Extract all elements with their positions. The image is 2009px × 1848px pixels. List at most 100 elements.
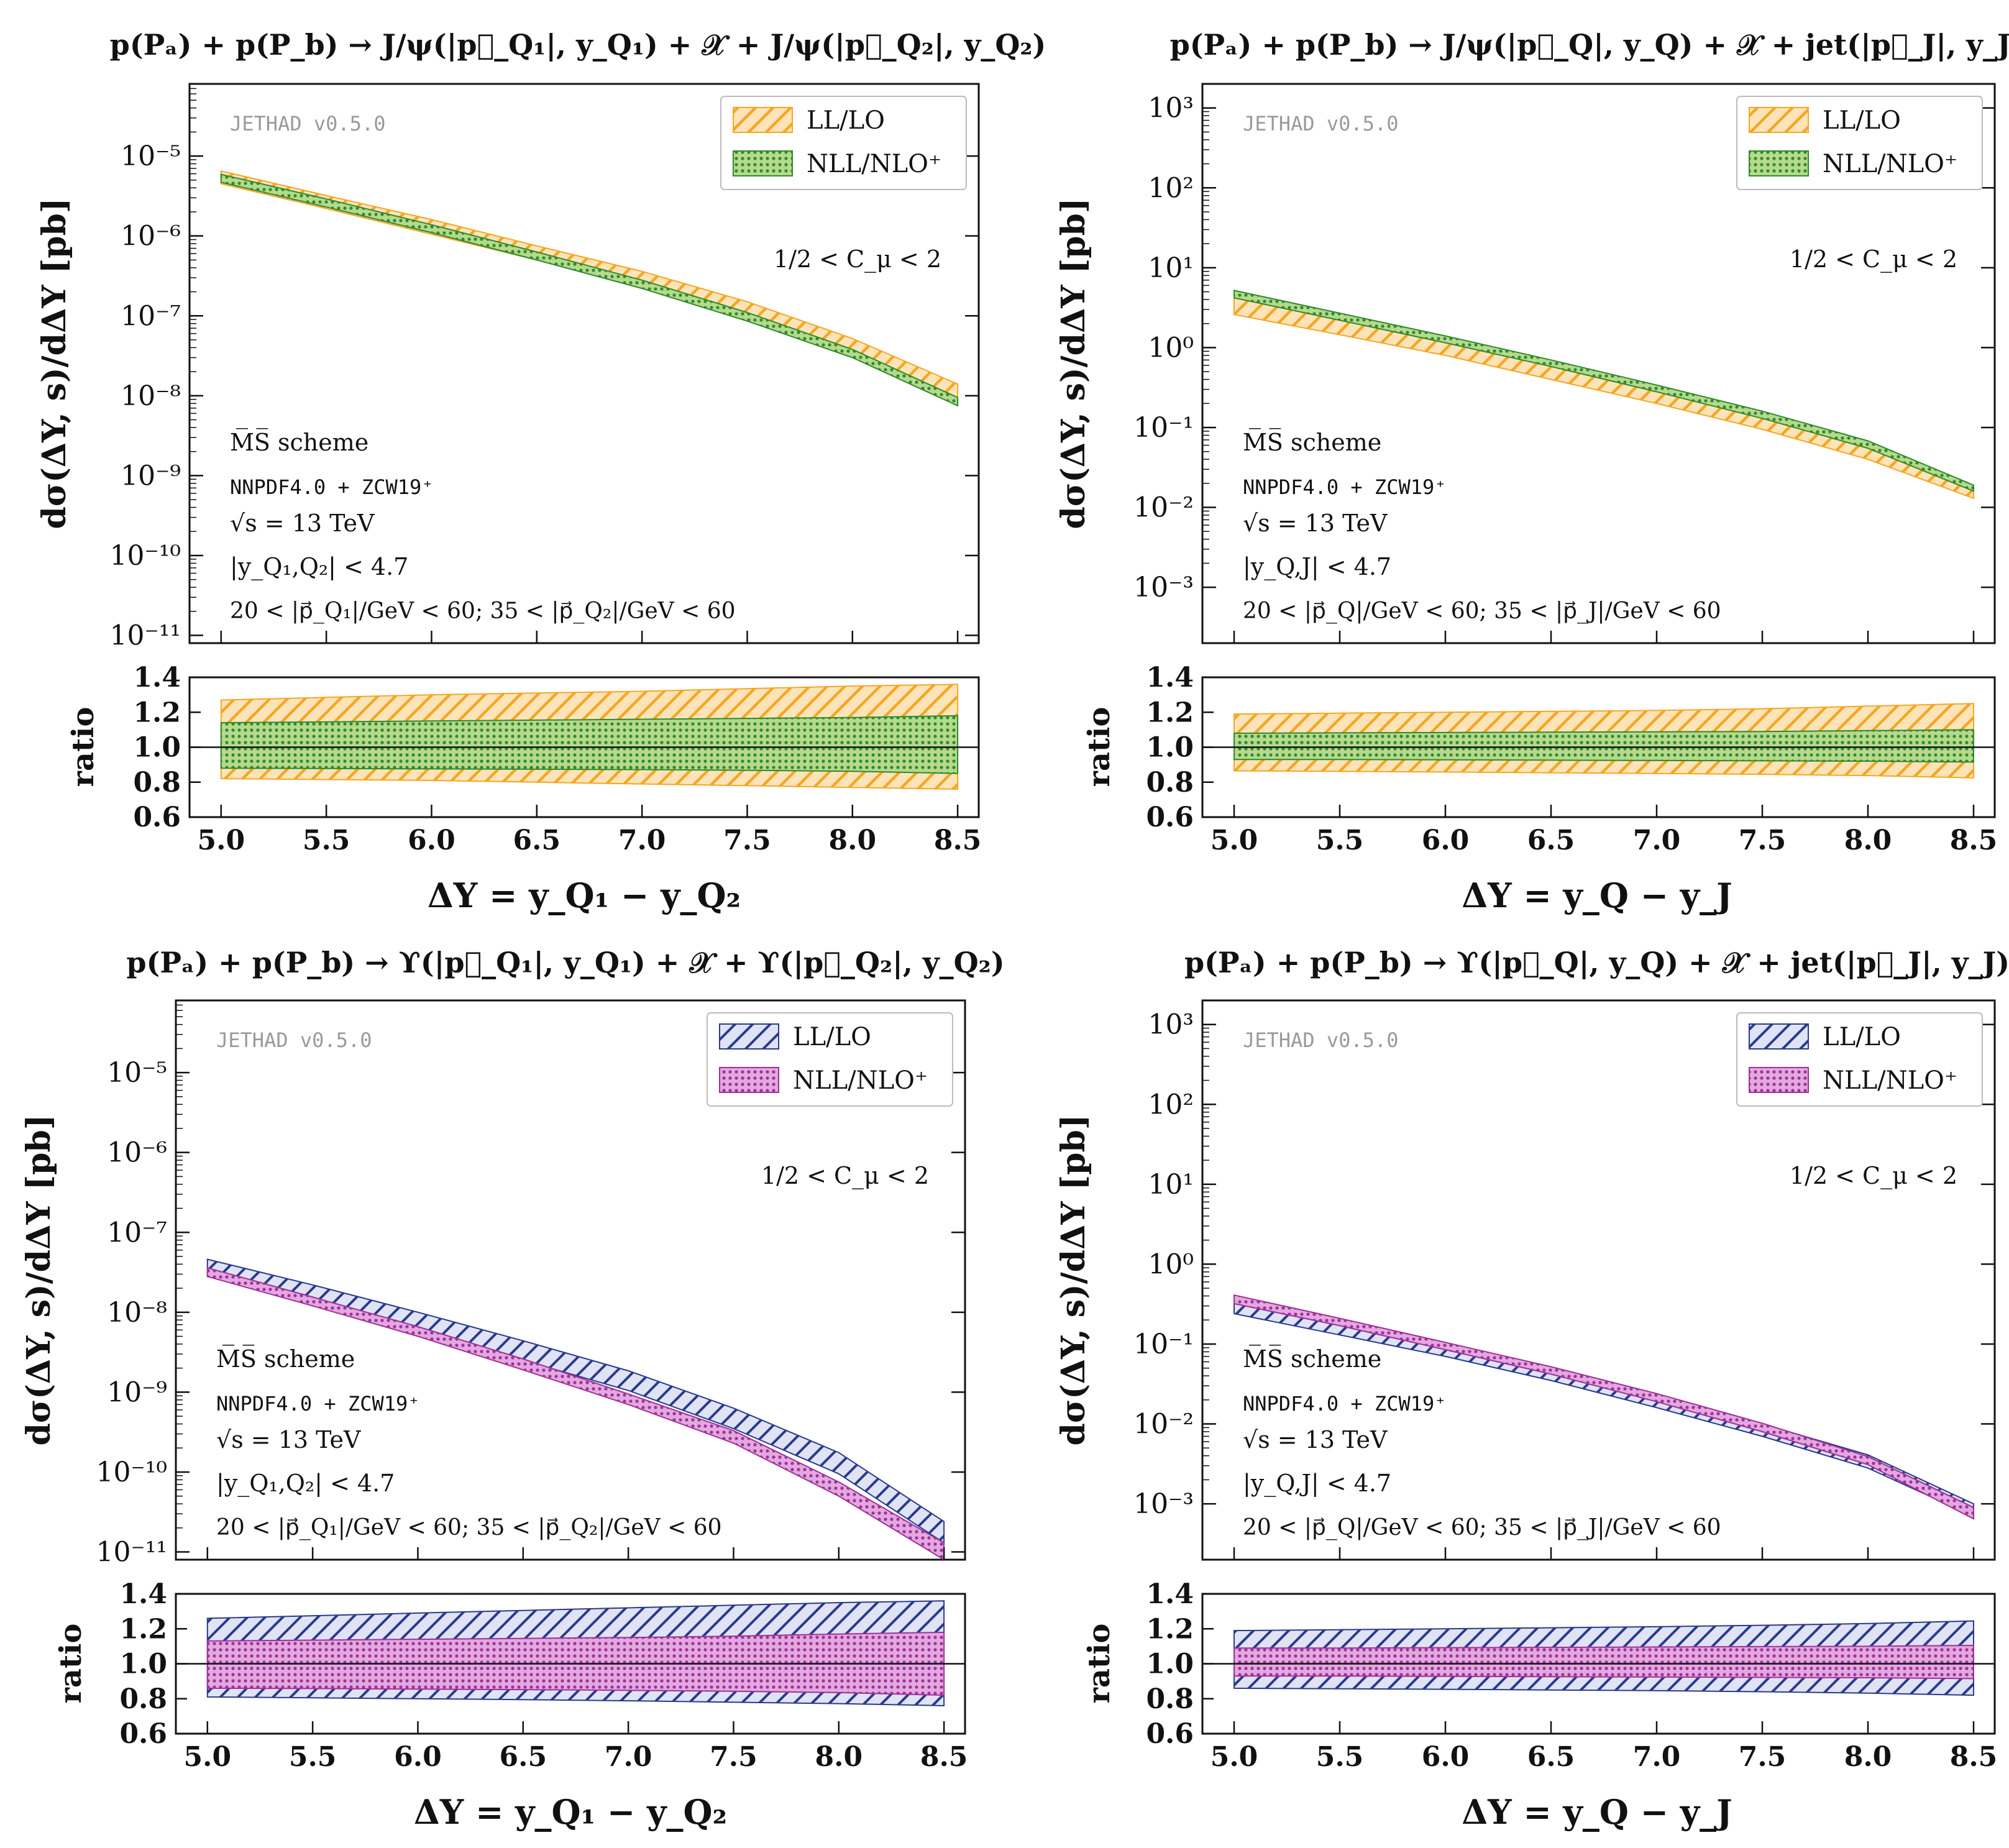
ratio-y-tick-label: 0.6 bbox=[1146, 802, 1194, 833]
x-tick-label: 5.0 bbox=[184, 1741, 232, 1773]
ratio-y-tick-label: 1.0 bbox=[133, 732, 181, 764]
legend-swatch-ll bbox=[719, 1023, 779, 1050]
watermark: JETHAD v0.5.0 bbox=[230, 112, 385, 135]
y-tick-label: 10³ bbox=[1148, 1009, 1194, 1041]
x-tick-label: 5.0 bbox=[198, 825, 245, 856]
legend-label-nll: NLL/NLO⁺ bbox=[1823, 1066, 1957, 1095]
info-pdf: NNPDF4.0 + ZCW19⁺ bbox=[1243, 1392, 1447, 1416]
ratio-y-tick-label: 0.8 bbox=[1146, 767, 1194, 798]
y-tick-label: 10⁻⁵ bbox=[107, 1057, 167, 1089]
y-tick-label: 10⁻⁶ bbox=[121, 221, 181, 252]
info-momentum: 20 < |p⃗_Q₁|/GeV < 60; 35 < |p⃗_Q₂|/GeV … bbox=[216, 1515, 722, 1540]
ratio-bands bbox=[1202, 1620, 1995, 1696]
ratio-y-tick-label: 1.4 bbox=[1146, 1578, 1194, 1610]
x-axis-label: ΔY = y_Q₁ − y_Q₂ bbox=[428, 876, 741, 915]
x-tick-label: 5.5 bbox=[1316, 825, 1364, 856]
main-y-axis: 10⁻¹¹ 10⁻¹⁰ 10⁻⁹ 10⁻⁸ 10⁻⁷ 10⁻⁶ 10⁻⁵ bbox=[110, 83, 979, 652]
x-tick-label: 7.5 bbox=[723, 825, 771, 856]
x-tick-label: 6.0 bbox=[408, 825, 455, 856]
x-tick-label: 8.0 bbox=[829, 825, 877, 856]
legend-swatch-ll bbox=[733, 107, 793, 133]
y-tick-label: 10⁻⁷ bbox=[107, 1217, 167, 1248]
x-tick-label: 7.5 bbox=[710, 1741, 757, 1773]
ratio-y-axis: 0.60.81.01.21.4 bbox=[1146, 662, 1214, 833]
x-tick-label: 8.5 bbox=[934, 825, 982, 856]
info-momentum: 20 < |p⃗_Q|/GeV < 60; 35 < |p⃗_J|/GeV < … bbox=[1243, 1515, 1721, 1540]
y-tick-label: 10⁰ bbox=[1148, 1248, 1194, 1280]
ratio-plot: 0.60.81.01.21.4 5.0 5.5 6.0 6.5 7.0 7.5 8.0 8.5 bbox=[1146, 1547, 1997, 1773]
info-scheme: M̅S̅ scheme bbox=[1243, 428, 1381, 456]
x-tick-label: 8.0 bbox=[1844, 1741, 1892, 1773]
x-tick-label: 7.0 bbox=[1633, 825, 1681, 856]
y-tick-label: 10⁻¹ bbox=[1133, 1329, 1194, 1360]
y-tick-label: 10² bbox=[1148, 1089, 1194, 1120]
y-axis-label: dσ(ΔY, s)/dΔY [pb] bbox=[20, 1115, 58, 1446]
x-axis: 5.0 5.5 6.0 6.5 7.0 7.5 8.0 8.5 bbox=[184, 1547, 968, 1773]
scale-note: 1/2 < C_μ < 2 bbox=[1790, 1162, 1957, 1190]
ratio-label: ratio bbox=[53, 1624, 88, 1704]
legend-swatch-nll bbox=[733, 150, 793, 176]
x-tick-label: 8.0 bbox=[815, 1741, 863, 1773]
ratio-y-axis: 0.60.81.01.21.4 bbox=[119, 1578, 187, 1750]
ratio-plot: 0.60.81.01.21.4 5.0 5.5 6.0 6.5 7.0 7.5 8.0 8.5 bbox=[133, 631, 981, 856]
ratio-y-tick-label: 0.8 bbox=[119, 1683, 167, 1715]
ratio-band-nll-nlo bbox=[1233, 1644, 1974, 1680]
legend-label-nll: NLL/NLO⁺ bbox=[807, 150, 941, 178]
band-ll-lo bbox=[1233, 297, 1974, 500]
legend-label-nll: NLL/NLO⁺ bbox=[1823, 150, 1957, 178]
main-plot: 10⁻¹¹ 10⁻¹⁰ 10⁻⁹ 10⁻⁸ 10⁻⁷ 10⁻⁶ 10⁻⁵ JETHAD v0… bbox=[96, 999, 966, 1568]
y-tick-label: 10⁻¹¹ bbox=[96, 1537, 168, 1568]
info-rapidity: |y_Q₁,Q₂| < 4.7 bbox=[230, 553, 408, 581]
main-bands bbox=[1233, 290, 1974, 500]
y-tick-label: 10³ bbox=[1148, 93, 1194, 124]
y-tick-label: 10¹ bbox=[1148, 252, 1194, 284]
ratio-bands bbox=[1202, 703, 1995, 779]
main-bands bbox=[1233, 1294, 1974, 1520]
x-axis-label: ΔY = y_Q₁ − y_Q₂ bbox=[414, 1792, 727, 1832]
ratio-plot: 0.60.81.01.21.4 5.0 5.5 6.0 6.5 7.0 7.5 8.0 8.5 bbox=[1146, 631, 1997, 856]
main-plot: 10⁻¹¹ 10⁻¹⁰ 10⁻⁹ 10⁻⁸ 10⁻⁷ 10⁻⁶ 10⁻⁵ JETHAD v0… bbox=[110, 83, 980, 652]
y-axis-label: dσ(ΔY, s)/dΔY [pb] bbox=[1055, 1115, 1092, 1446]
ratio-y-tick-label: 1.4 bbox=[119, 1578, 167, 1610]
scale-note: 1/2 < C_μ < 2 bbox=[761, 1162, 929, 1190]
ratio-y-tick-label: 0.6 bbox=[1146, 1718, 1194, 1750]
panel-jpsi-jet: p(Pₐ) + p(P_b) → J/ψ(|p⃗_Q|, y_Q) + 𝒳 + … bbox=[1055, 28, 2009, 915]
y-tick-label: 10⁻⁸ bbox=[107, 1297, 167, 1329]
y-tick-label: 10⁰ bbox=[1148, 332, 1194, 364]
x-tick-label: 6.5 bbox=[513, 825, 561, 856]
ratio-band-nll-nlo bbox=[1233, 729, 1974, 763]
x-tick-label: 6.0 bbox=[1422, 825, 1470, 856]
y-tick-label: 10⁻⁵ bbox=[121, 140, 181, 172]
x-tick-label: 7.0 bbox=[618, 825, 666, 856]
ratio-label: ratio bbox=[1082, 707, 1117, 787]
x-tick-label: 8.5 bbox=[1950, 825, 1998, 856]
x-tick-label: 5.5 bbox=[303, 825, 350, 856]
x-tick-label: 7.5 bbox=[1739, 825, 1787, 856]
ratio-bands bbox=[176, 1600, 965, 1707]
scale-note: 1/2 < C_μ < 2 bbox=[1790, 245, 1957, 273]
info-pdf: NNPDF4.0 + ZCW19⁺ bbox=[230, 475, 434, 499]
ratio-y-tick-label: 1.2 bbox=[133, 697, 181, 728]
main-axes-frame bbox=[188, 83, 980, 644]
ratio-y-tick-label: 1.2 bbox=[119, 1613, 167, 1645]
ratio-y-tick-label: 1.0 bbox=[1146, 732, 1194, 764]
legend-label-ll: LL/LO bbox=[807, 106, 885, 135]
main-axes-frame bbox=[1201, 999, 1996, 1561]
panel-title: p(Pₐ) + p(P_b) → J/ψ(|p⃗_Q|, y_Q) + 𝒳 + … bbox=[1170, 28, 2009, 62]
ratio-band-nll-nlo bbox=[220, 715, 959, 774]
x-tick-label: 6.0 bbox=[1422, 1741, 1470, 1773]
legend-swatch-ll bbox=[1749, 107, 1809, 133]
ratio-y-tick-label: 1.4 bbox=[133, 662, 181, 693]
info-momentum: 20 < |p⃗_Q|/GeV < 60; 35 < |p⃗_J|/GeV < … bbox=[1243, 598, 1721, 624]
y-tick-label: 10⁻⁹ bbox=[107, 1376, 167, 1408]
band-nll-nlo bbox=[1233, 290, 1974, 492]
info-pdf: NNPDF4.0 + ZCW19⁺ bbox=[1243, 475, 1447, 499]
y-tick-label: 10⁻⁶ bbox=[107, 1137, 167, 1169]
panel-title: p(Pₐ) + p(P_b) → ϒ(|p⃗_Q|, y_Q) + 𝒳 + je… bbox=[1184, 946, 2009, 979]
x-tick-label: 8.5 bbox=[1950, 1741, 1998, 1773]
ratio-y-axis: 0.60.81.01.21.4 bbox=[1146, 1578, 1214, 1750]
main-axes-frame bbox=[175, 999, 966, 1561]
legend-swatch-nll bbox=[1749, 1067, 1809, 1093]
ratio-y-tick-label: 0.8 bbox=[1146, 1683, 1194, 1715]
